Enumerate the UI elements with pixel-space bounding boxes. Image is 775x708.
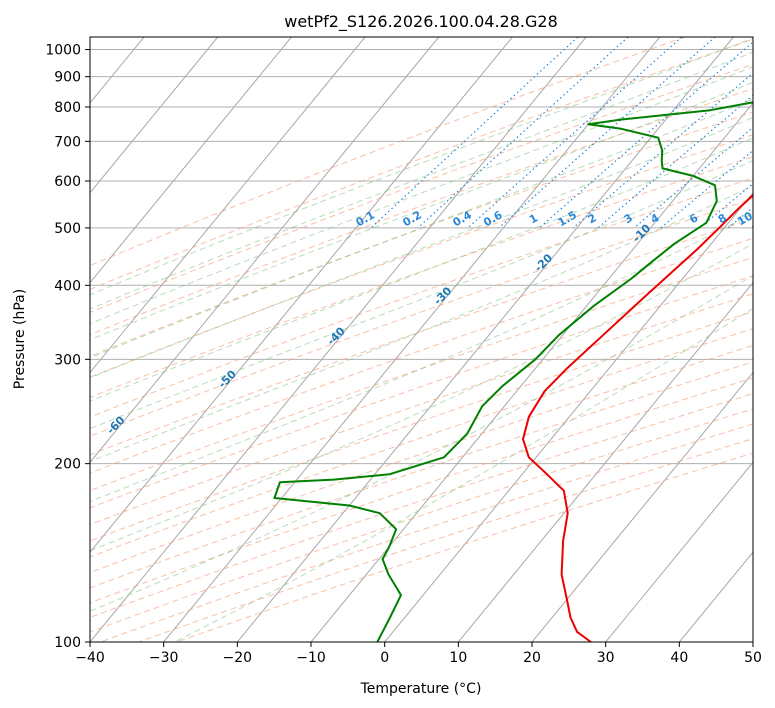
moist-adiabat [90,243,753,552]
x-tick-label: −40 [75,650,105,666]
y-tick-label: 300 [54,352,81,368]
y-axis-title: Pressure (hPa) [12,289,28,389]
x-tick-label: −20 [223,650,253,666]
x-tick-label: 50 [744,650,762,666]
y-tick-label: 400 [54,278,81,294]
dry-adiabat [90,88,753,336]
isotherm-line [90,37,513,553]
y-tick-label: 1000 [45,43,81,59]
x-tick-label: 40 [670,650,688,666]
y-tick-label: 800 [54,100,81,116]
x-tick-label: 30 [597,650,615,666]
y-tick-label: 700 [54,134,81,150]
isotherm-line [236,37,734,642]
x-tick-label: 20 [523,650,541,666]
moist-adiabat [90,98,753,359]
isotherm-line [90,37,219,194]
dry-adiabat [90,218,753,456]
y-tick-label: 100 [54,635,81,651]
dry-adiabat [90,37,686,267]
isotherm-line [90,37,440,464]
isotherm-line [605,461,753,642]
isotherm-line [90,37,292,284]
y-tick-label: 200 [54,457,81,473]
isotherm-line [457,281,753,642]
x-tick-label: 10 [449,650,467,666]
mixing-ratio-label: 10 [735,209,755,228]
isotherm-line [384,192,753,642]
moist-adiabat [90,66,753,325]
moist-adiabat [90,81,753,341]
dry-adiabat [90,344,753,574]
dry-adiabat [90,361,753,589]
moist-adiabat [90,159,753,430]
y-tick-label: 900 [54,70,81,86]
y-tick-label: 500 [54,221,81,237]
dry-adiabat [90,198,753,437]
temperature-profile [522,193,753,642]
axis-layer: −40 −30 −20 −10 0 10 20 30 40 50 100 200 300 400 500 60… [45,43,762,666]
moist-adiabat [90,212,753,503]
mixing-ratio-line [539,41,753,229]
moist-adiabat [174,307,753,642]
isotherm-line [310,102,753,642]
moist-adiabat [90,137,753,402]
dry-adiabat [90,393,753,618]
mixing-ratio-line [633,126,753,229]
x-tick-label: −30 [149,650,179,666]
isotherm-line [531,371,753,642]
dry-adiabat [90,177,753,418]
dry-adiabat [90,256,753,492]
dewpoint-profile [273,101,753,642]
x-axis-title: Temperature (°C) [360,681,482,697]
isotherm-line [90,37,366,374]
x-tick-label: 0 [380,650,389,666]
chart-title: wetPf2_S126.2026.100.04.28.G28 [284,12,558,32]
grid-layer [90,37,753,642]
mixing-ratio-line [467,37,683,229]
isotherm-line [163,37,661,642]
data-layer [273,101,753,642]
plot-frame [89,36,754,643]
dry-adiabat [90,38,753,290]
isotherm-line [90,37,587,642]
y-tick-label: 600 [54,174,81,190]
x-tick-label: −10 [296,650,326,666]
